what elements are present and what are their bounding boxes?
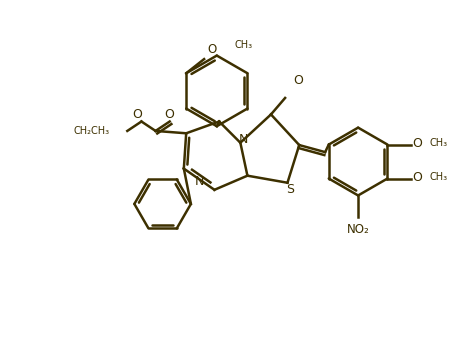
Text: O: O bbox=[164, 108, 174, 121]
Text: CH₃: CH₃ bbox=[234, 40, 252, 50]
Text: O: O bbox=[412, 137, 422, 150]
Text: S: S bbox=[286, 183, 294, 196]
Text: O: O bbox=[293, 74, 303, 87]
Text: CH₂CH₃: CH₂CH₃ bbox=[73, 126, 109, 136]
Text: O: O bbox=[412, 171, 422, 184]
Text: CH₃: CH₃ bbox=[430, 172, 448, 182]
Text: CH₃: CH₃ bbox=[430, 138, 448, 148]
Text: N: N bbox=[195, 175, 204, 188]
Text: O: O bbox=[133, 108, 143, 121]
Text: O: O bbox=[208, 43, 217, 56]
Text: N: N bbox=[239, 133, 248, 146]
Text: NO₂: NO₂ bbox=[347, 223, 369, 236]
